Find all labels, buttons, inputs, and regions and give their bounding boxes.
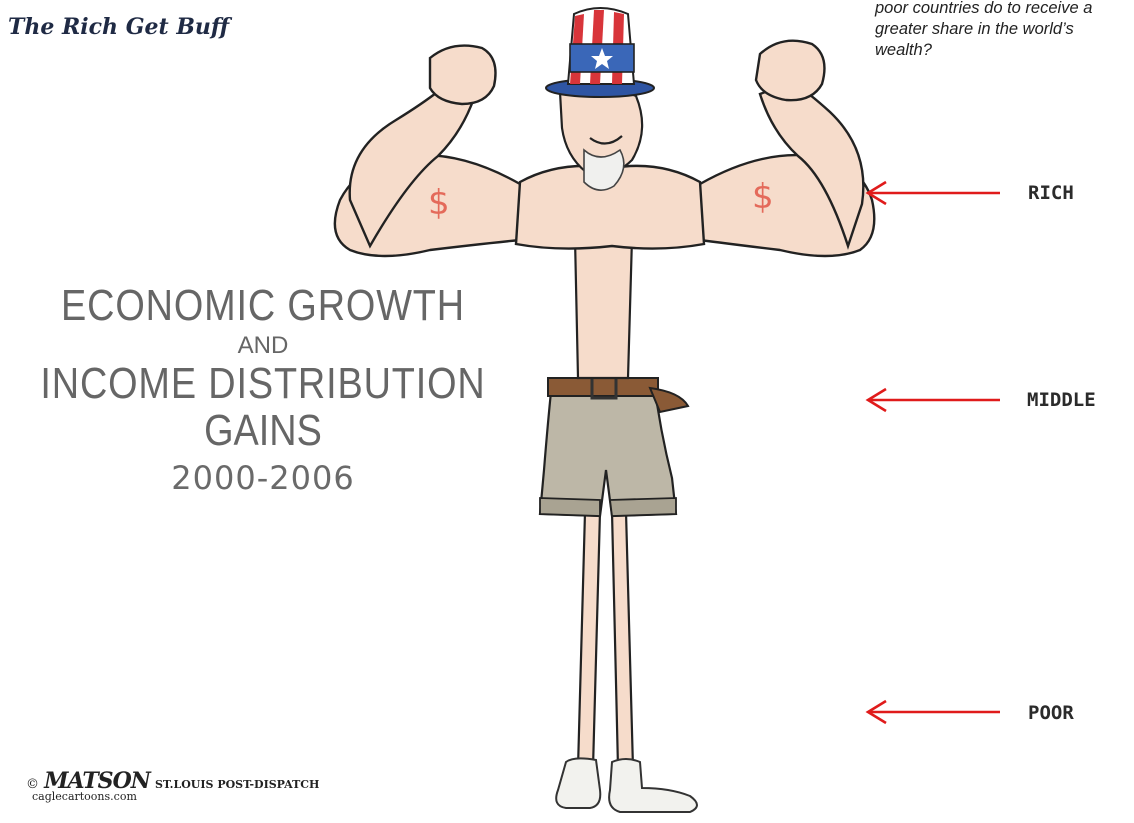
label-rich: RICH — [1028, 182, 1074, 204]
caption-question: poor countries do to receive a greater s… — [875, 0, 1093, 59]
cartoon-heading: ECONOMIC GROWTH AND INCOME DISTRIBUTION … — [0, 282, 526, 498]
newspaper-name: ST.LOUIS POST-DISPATCH — [154, 778, 320, 791]
left-arrow-icon — [865, 387, 1000, 413]
shorts — [538, 380, 678, 518]
heading-line-and: AND — [237, 332, 289, 359]
socks — [555, 757, 698, 813]
cartoon-title: The Rich Get Buff — [8, 14, 230, 40]
cartoonist-signature: MATSON — [44, 768, 151, 794]
arms-and-chest — [333, 39, 876, 258]
top-hat — [545, 7, 655, 98]
heading-line-income-distribution: INCOME DISTRIBUTION — [40, 359, 486, 408]
left-arrow-icon — [865, 699, 1000, 725]
label-middle: MIDDLE — [1027, 389, 1096, 411]
left-arrow-icon — [865, 180, 1000, 206]
copyright-symbol: © — [26, 777, 39, 792]
heading-line-years: 2000-2006 — [171, 459, 355, 497]
left-bicep-dollar: $ — [428, 183, 450, 223]
right-bicep-dollar: $ — [752, 177, 774, 217]
label-poor: POOR — [1028, 702, 1074, 724]
belt — [547, 374, 690, 414]
torso — [573, 236, 634, 380]
heading-line-economic-growth: ECONOMIC GROWTH — [61, 281, 465, 330]
credit-site: caglecartoons.com — [32, 790, 137, 803]
head — [558, 85, 644, 191]
cartoonist-credit: © MATSON ST.LOUIS POST-DISPATCH caglecar… — [26, 768, 319, 803]
heading-line-gains: GAINS — [204, 406, 322, 455]
legs — [576, 510, 635, 770]
